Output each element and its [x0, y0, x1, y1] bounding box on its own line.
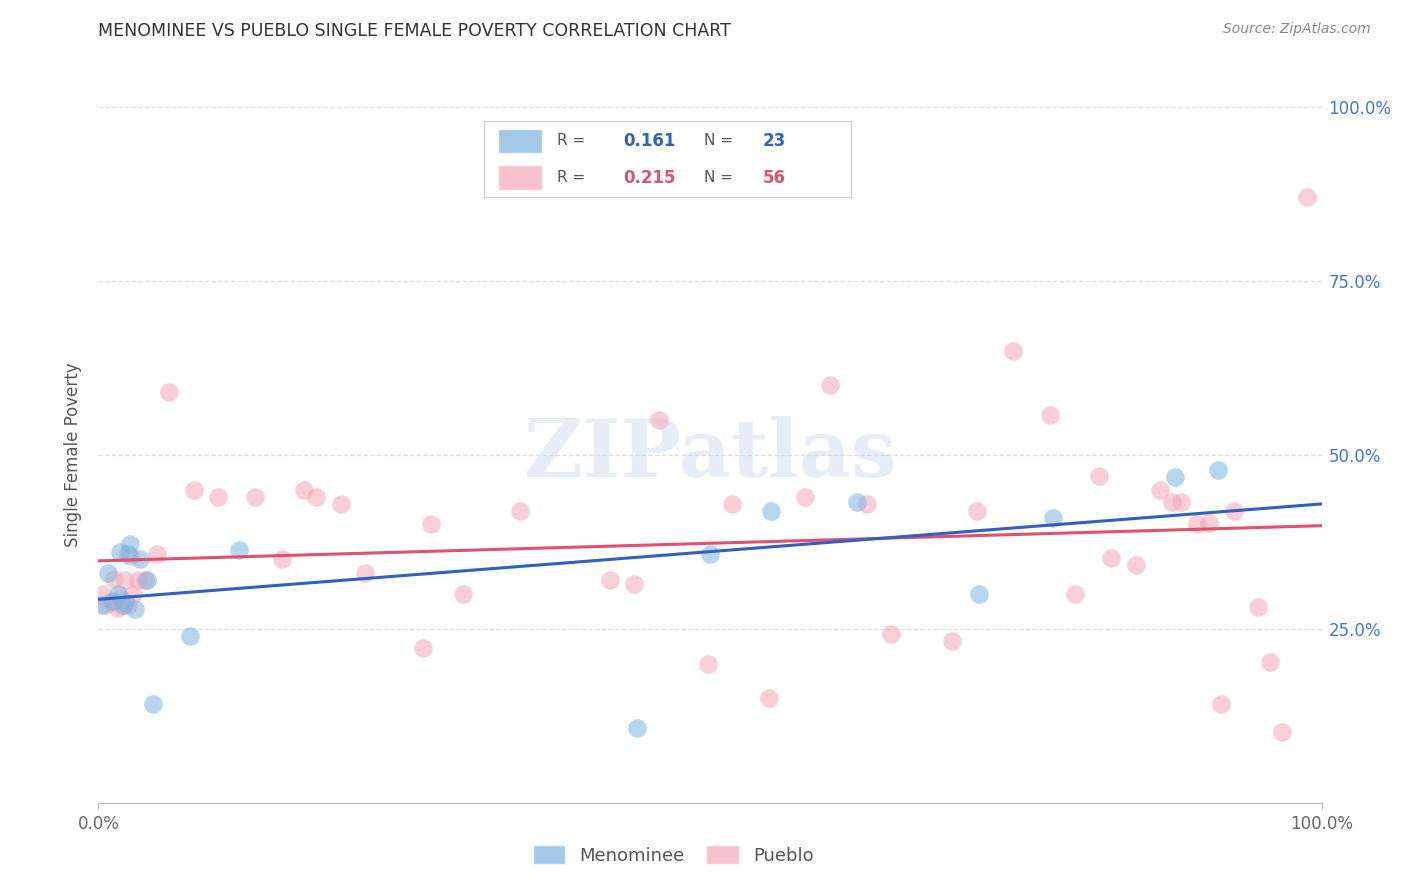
Point — [142, 697, 165, 711]
Point — [1211, 697, 1233, 711]
Point — [1042, 510, 1064, 524]
Point — [1088, 468, 1111, 483]
Point — [207, 490, 229, 504]
Point — [111, 598, 134, 612]
Point — [136, 573, 159, 587]
Point — [1198, 516, 1220, 530]
Point — [183, 483, 205, 497]
Point — [110, 591, 132, 605]
Point — [758, 691, 780, 706]
Point — [114, 595, 136, 609]
Point — [1164, 470, 1187, 484]
Point — [647, 413, 669, 427]
Point — [1258, 655, 1281, 669]
Point — [354, 566, 377, 581]
Point — [1149, 483, 1171, 497]
Point — [243, 490, 266, 504]
Point — [696, 657, 718, 671]
Point — [941, 634, 963, 648]
Point — [1247, 599, 1270, 614]
Point — [509, 503, 531, 517]
Point — [91, 598, 114, 612]
Point — [721, 497, 744, 511]
Point — [1185, 517, 1208, 532]
Point — [845, 495, 868, 509]
Point — [855, 497, 877, 511]
Point — [966, 503, 988, 517]
Point — [111, 598, 134, 612]
Point — [107, 601, 129, 615]
Point — [100, 595, 122, 609]
Point — [626, 721, 648, 735]
Point — [451, 587, 474, 601]
Text: ZIPatlas: ZIPatlas — [524, 416, 896, 494]
Point — [1039, 408, 1062, 422]
Point — [1296, 190, 1319, 204]
Point — [94, 598, 117, 612]
Point — [967, 587, 990, 601]
Point — [305, 490, 328, 504]
Point — [121, 587, 143, 601]
Point — [117, 598, 139, 612]
Point — [1206, 463, 1229, 477]
Point — [699, 548, 721, 562]
Point — [420, 517, 443, 532]
Point — [91, 587, 114, 601]
Point — [880, 627, 903, 641]
Point — [124, 602, 146, 616]
Point — [1063, 587, 1085, 601]
Text: Source: ZipAtlas.com: Source: ZipAtlas.com — [1223, 22, 1371, 37]
Point — [97, 566, 120, 581]
Point — [134, 573, 156, 587]
Point — [129, 552, 152, 566]
Point — [101, 594, 124, 608]
Point — [794, 490, 817, 504]
Point — [1271, 724, 1294, 739]
Point — [1170, 495, 1192, 509]
Point — [818, 378, 841, 392]
Point — [329, 497, 352, 511]
Point — [412, 641, 434, 656]
Point — [120, 549, 142, 563]
Y-axis label: Single Female Poverty: Single Female Poverty — [65, 363, 83, 547]
Point — [599, 573, 621, 587]
Text: MENOMINEE VS PUEBLO SINGLE FEMALE POVERTY CORRELATION CHART: MENOMINEE VS PUEBLO SINGLE FEMALE POVERT… — [98, 22, 731, 40]
Point — [114, 573, 136, 587]
Point — [146, 547, 169, 561]
Point — [292, 483, 315, 497]
Point — [110, 545, 132, 559]
Point — [623, 576, 645, 591]
Legend: Menominee, Pueblo: Menominee, Pueblo — [523, 837, 823, 874]
Point — [117, 547, 139, 561]
Point — [270, 552, 294, 566]
Point — [157, 385, 180, 400]
Point — [1002, 343, 1025, 358]
Point — [761, 503, 783, 517]
Point — [179, 629, 201, 643]
Point — [120, 537, 142, 551]
Point — [1125, 558, 1147, 572]
Point — [107, 587, 129, 601]
Point — [228, 543, 250, 558]
Point — [1222, 503, 1244, 517]
Point — [1099, 550, 1122, 565]
Point — [1161, 495, 1184, 509]
Point — [103, 572, 125, 586]
Point — [127, 573, 149, 587]
